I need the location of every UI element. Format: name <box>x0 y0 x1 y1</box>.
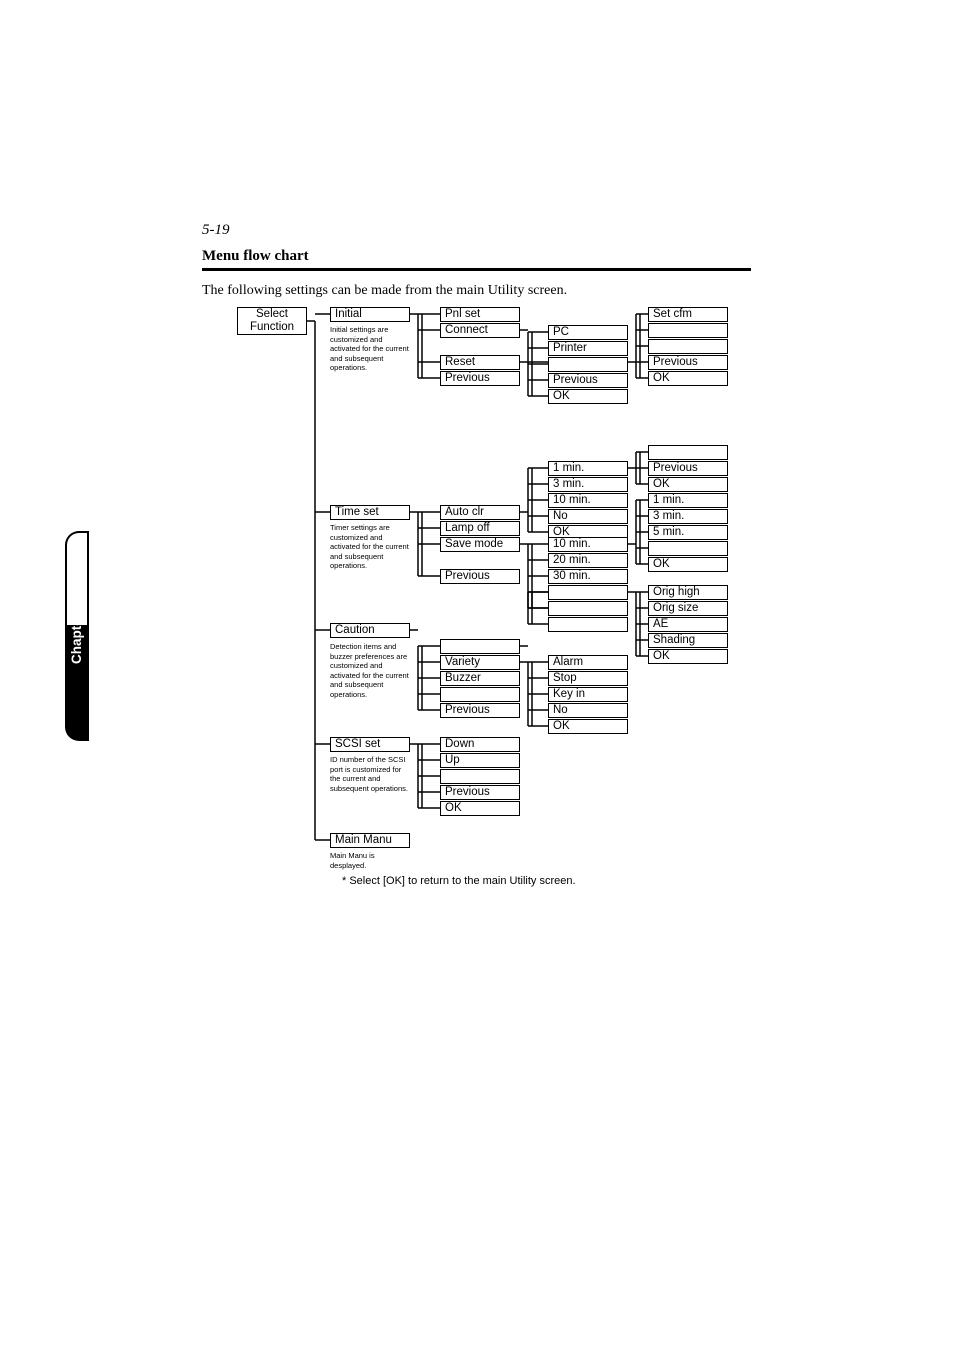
flow-node: Alarm <box>548 655 628 670</box>
flow-node: Key in <box>548 687 628 702</box>
flow-desc: Timer settings are customized and activa… <box>330 523 410 571</box>
flow-node: 3 min. <box>648 509 728 524</box>
footnote: * Select [OK] to return to the main Util… <box>342 875 576 887</box>
flow-node: Auto clr <box>440 505 520 520</box>
flow-node: Down <box>440 737 520 752</box>
flow-desc: Detection items and buzzer preferences a… <box>330 642 410 699</box>
flow-node: Previous <box>440 569 520 584</box>
flow-node: Variety <box>440 655 520 670</box>
flow-node: Initial <box>330 307 410 322</box>
flow-node <box>648 541 728 556</box>
flow-node: OK <box>648 649 728 664</box>
flow-node: Lamp off <box>440 521 520 536</box>
section-title: Menu flow chart <box>202 248 309 265</box>
flow-desc: Main Manu is desplayed. <box>330 851 410 870</box>
flow-node: 1 min. <box>548 461 628 476</box>
flow-node: OK <box>440 801 520 816</box>
flow-node: Reset <box>440 355 520 370</box>
flow-node: Up <box>440 753 520 768</box>
flow-node: 1 min. <box>648 493 728 508</box>
title-rule <box>202 268 751 271</box>
sidebar-section: Operation <box>69 678 85 736</box>
flow-node: Printer <box>548 341 628 356</box>
flow-node <box>548 585 628 600</box>
flow-node <box>548 357 628 372</box>
intro-text: The following settings can be made from … <box>202 283 567 299</box>
flow-node <box>648 323 728 338</box>
flow-node <box>440 687 520 702</box>
flow-node: OK <box>648 477 728 492</box>
flow-node <box>548 617 628 632</box>
flow-node: Save mode <box>440 537 520 552</box>
flow-node: Previous <box>440 785 520 800</box>
flow-node: OK <box>548 719 628 734</box>
flow-node: Orig high <box>648 585 728 600</box>
flow-node <box>648 445 728 460</box>
flow-node <box>440 769 520 784</box>
flow-node: OK <box>548 389 628 404</box>
flow-node: 3 min. <box>548 477 628 492</box>
flow-node: No <box>548 509 628 524</box>
flow-node: SelectFunction <box>237 307 307 335</box>
flow-node: 20 min. <box>548 553 628 568</box>
flow-node: OK <box>648 557 728 572</box>
flow-node: 10 min. <box>548 493 628 508</box>
flow-node: Shading <box>648 633 728 648</box>
flow-node: Previous <box>648 461 728 476</box>
flow-desc: Initial settings are customized and acti… <box>330 325 410 373</box>
flow-desc: ID number of the SCSI port is customized… <box>330 755 410 793</box>
flow-node: OK <box>648 371 728 386</box>
flow-node: Previous <box>440 703 520 718</box>
flow-node <box>548 601 628 616</box>
flow-node <box>440 639 520 654</box>
flow-node: Previous <box>440 371 520 386</box>
sidebar-chapter: Chapter 5 <box>69 602 84 664</box>
flow-node: Main Manu <box>330 833 410 848</box>
flow-node: Caution <box>330 623 410 638</box>
flow-node: Orig size <box>648 601 728 616</box>
flow-node: 30 min. <box>548 569 628 584</box>
flow-node: Set cfm <box>648 307 728 322</box>
flow-node: Connect <box>440 323 520 338</box>
flow-node <box>648 339 728 354</box>
flow-node: Time set <box>330 505 410 520</box>
flow-node: 10 min. <box>548 537 628 552</box>
page-number: 5-19 <box>202 222 230 239</box>
flow-node: 5 min. <box>648 525 728 540</box>
flow-node: Previous <box>648 355 728 370</box>
flow-node: Stop <box>548 671 628 686</box>
flow-node: Pnl set <box>440 307 520 322</box>
flow-node: AE <box>648 617 728 632</box>
flow-node: PC <box>548 325 628 340</box>
flow-node: SCSI set <box>330 737 410 752</box>
flow-node: Buzzer <box>440 671 520 686</box>
flow-node: No <box>548 703 628 718</box>
menu-flow-chart: SelectFunction Initial Initial settings ar… <box>237 307 754 887</box>
flow-node: Previous <box>548 373 628 388</box>
